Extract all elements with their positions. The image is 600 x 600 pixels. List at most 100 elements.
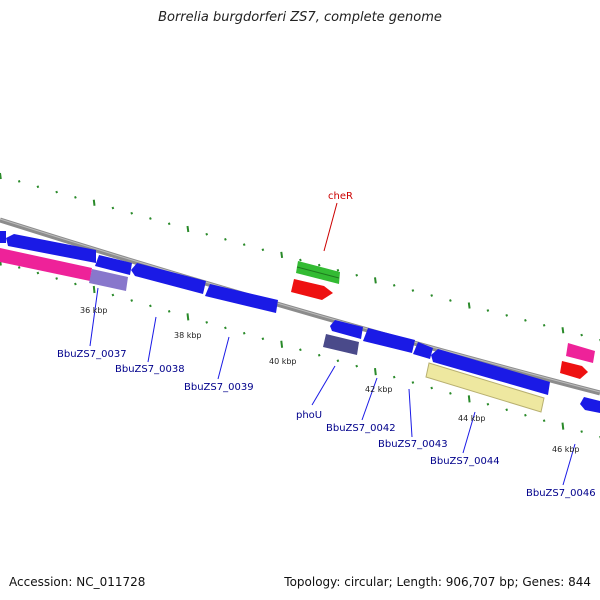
minor-tick (36, 271, 40, 275)
minor-tick (167, 222, 171, 226)
minor-tick (74, 282, 77, 286)
gene-label-phou[interactable]: phoU (296, 410, 322, 421)
minor-tick (580, 430, 583, 433)
gene-label-bbuzs7-0046[interactable]: BbuZS7_0046 (526, 488, 596, 499)
minor-tick (486, 402, 490, 406)
minor-tick (486, 309, 490, 312)
minor-tick (167, 310, 171, 313)
gene-label-cher[interactable]: cheR (328, 191, 353, 202)
gene-label-bbuzs7-0044[interactable]: BbuZS7_0044 (430, 456, 500, 467)
minor-tick (505, 408, 509, 412)
minor-tick (411, 289, 415, 292)
minor-tick (524, 319, 527, 322)
minor-tick (392, 375, 396, 379)
leader-bbuzs7-0039 (217, 336, 230, 380)
minor-tick (542, 419, 546, 423)
cds-feature[interactable] (363, 328, 415, 353)
minor-tick (17, 180, 21, 183)
rna-feature-red[interactable] (291, 279, 333, 300)
major-tick (467, 395, 471, 403)
misc-feature[interactable] (89, 269, 128, 291)
minor-tick (430, 294, 434, 297)
minor-tick (580, 333, 583, 337)
repeat-feature[interactable] (0, 248, 92, 281)
misc-feature[interactable] (323, 334, 359, 355)
scale-label-44kbp: 44 kbp (458, 414, 486, 423)
leader-layer (89, 287, 576, 486)
scale-label-40kbp: 40 kbp (269, 357, 297, 366)
leader-bbuzs7-0046 (562, 443, 576, 486)
minor-tick (55, 277, 58, 280)
scale-label-38kbp: 38 kbp (174, 331, 202, 340)
major-tick (467, 302, 471, 309)
major-tick (561, 422, 565, 430)
gene-label-bbuzs7-0042[interactable]: BbuZS7_0042 (326, 423, 396, 434)
cds-feature[interactable] (413, 342, 433, 359)
minor-tick (317, 353, 321, 357)
minor-tick (224, 326, 227, 330)
cds-feature[interactable] (95, 255, 132, 275)
gene-label-bbuzs7-0038[interactable]: BbuZS7_0038 (115, 364, 185, 375)
rna-feature-green-stripe (296, 266, 340, 279)
leader-bbuzs7-0042 (361, 377, 378, 421)
gene-label-bbuzs7-0039[interactable]: BbuZS7_0039 (184, 382, 254, 393)
minor-tick (505, 314, 509, 317)
minor-tick (299, 348, 302, 352)
tick-layer (0, 172, 600, 439)
genome-backbone-highlight (0, 218, 600, 393)
minor-tick (149, 304, 152, 308)
scale-label-36kbp: 36 kbp (80, 306, 108, 315)
cds-feature[interactable] (580, 397, 600, 413)
minor-tick (355, 364, 359, 368)
cds-feature[interactable] (6, 234, 96, 263)
gene-label-bbuzs7-0037[interactable]: BbuZS7_0037 (57, 349, 127, 360)
leader-bbuzs7-0043 (408, 388, 413, 438)
minor-tick (205, 321, 209, 324)
minor-tick (261, 248, 265, 252)
gene-label-bbuzs7-0043[interactable]: BbuZS7_0043 (378, 439, 448, 450)
minor-tick (392, 284, 396, 287)
cds-feature[interactable] (131, 263, 206, 294)
leader-bbuzs7-0037 (89, 287, 99, 347)
minor-tick (355, 273, 359, 277)
minor-tick (74, 196, 77, 199)
minor-tick (149, 217, 152, 220)
major-tick (92, 285, 96, 294)
major-tick (186, 313, 190, 321)
cds-feature[interactable] (205, 284, 278, 313)
cds-feature[interactable] (0, 231, 6, 243)
major-tick (92, 199, 96, 206)
minor-tick (524, 413, 527, 417)
minor-tick (336, 268, 340, 272)
minor-tick (336, 359, 340, 363)
minor-tick (411, 381, 415, 384)
minor-tick (130, 299, 134, 302)
genome-summary: Topology: circular; Length: 906,707 bp; … (284, 575, 591, 589)
genome-backbone (0, 217, 600, 396)
minor-tick (111, 206, 115, 210)
cds-feature[interactable] (431, 349, 550, 395)
accession-label: Accession: NC_011728 (9, 575, 146, 589)
minor-tick (111, 293, 115, 297)
minor-tick (542, 323, 546, 327)
minor-tick (449, 299, 452, 302)
minor-tick (261, 337, 265, 341)
leader-phou (311, 365, 336, 406)
minor-tick (449, 392, 452, 395)
minor-tick (130, 211, 134, 215)
cds-feature[interactable] (330, 320, 363, 339)
leader-bbuzs7-0044 (462, 411, 476, 454)
minor-tick (224, 238, 227, 241)
scale-label-42kbp: 42 kbp (365, 385, 393, 394)
repeat-feature[interactable] (566, 343, 595, 363)
misc-feature-khaki[interactable] (425, 362, 545, 413)
major-tick (280, 251, 284, 259)
rna-feature-red-2[interactable] (560, 361, 588, 379)
leader-bbuzs7-0038 (147, 316, 157, 363)
major-tick (0, 172, 2, 180)
major-tick (280, 340, 284, 348)
major-tick (186, 225, 190, 233)
minor-tick (299, 258, 302, 262)
scale-label-46kbp: 46 kbp (552, 445, 580, 454)
